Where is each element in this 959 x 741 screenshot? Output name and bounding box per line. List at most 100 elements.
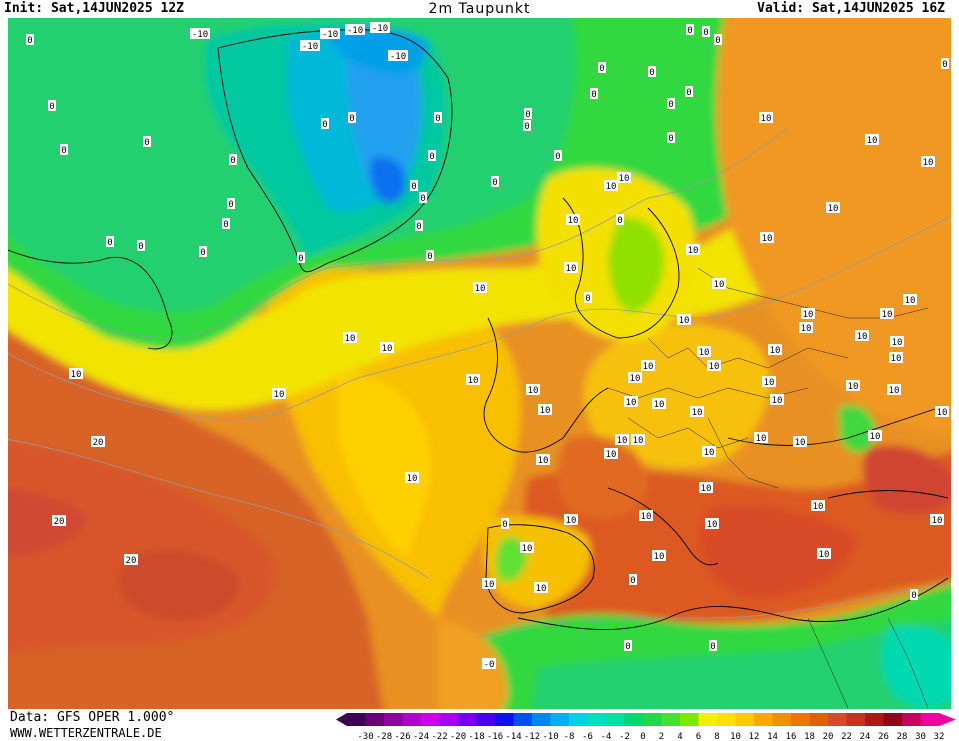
contour-label-bg	[604, 180, 618, 191]
contour-label: 10	[468, 376, 479, 386]
contour-label: -10	[372, 24, 388, 34]
contour-label-bg	[526, 384, 540, 395]
contour-label: 10	[536, 584, 547, 594]
legend-tick-label: 6	[696, 732, 701, 741]
legend-tick-label: 24	[860, 732, 871, 741]
contour-label: 0	[502, 520, 507, 530]
legend-swatch	[717, 713, 736, 726]
contour-label-bg	[709, 640, 717, 651]
contour-label: 0	[322, 120, 327, 130]
contour-label: 0	[649, 68, 654, 78]
contour-label-bg	[759, 112, 773, 123]
legend-swatch	[772, 713, 792, 726]
contour-label: 10	[803, 310, 814, 320]
contour-label-bg	[686, 24, 694, 35]
contour-label-bg	[865, 134, 879, 145]
contour-label-bg	[628, 372, 642, 383]
legend-swatch	[754, 713, 773, 726]
legend-tick-label: -26	[394, 732, 410, 741]
contour-label-bg	[801, 308, 815, 319]
contour-label: 10	[756, 434, 767, 444]
legend-tick-label: 2	[659, 732, 664, 741]
contour-label-bg	[272, 388, 286, 399]
legend-arrow-right	[939, 713, 956, 726]
contour-label-bg	[564, 262, 578, 273]
legend-tick-label: -2	[619, 732, 630, 741]
contour-label: 10	[857, 332, 868, 342]
contour-label-bg	[826, 202, 840, 213]
contour-label-bg	[473, 282, 487, 293]
contour-label-bg	[60, 144, 68, 155]
contour-label-bg	[405, 472, 419, 483]
contour-label-bg	[388, 50, 408, 61]
contour-label-bg	[124, 554, 138, 565]
legend-tick-label: -6	[582, 732, 593, 741]
contour-label: -10	[347, 26, 363, 36]
contour-label-bg	[617, 172, 631, 183]
contour-label: 10	[709, 362, 720, 372]
contour-label-bg	[667, 98, 675, 109]
contour-label: 10	[679, 316, 690, 326]
contour-label: 0	[298, 254, 303, 264]
contour-label: 10	[606, 450, 617, 460]
contour-label-bg	[343, 332, 357, 343]
contour-label-bg	[889, 352, 903, 363]
contour-label-bg	[930, 514, 944, 525]
legend-swatch	[698, 713, 718, 726]
data-source: Data: GFS OPER 1.000°	[10, 710, 175, 725]
contour-label: 10	[626, 398, 637, 408]
legend-tick-label: -10	[542, 732, 558, 741]
contour-label: 0	[703, 28, 708, 38]
legend-tick-label: 32	[934, 732, 945, 741]
contour-label: 10	[345, 334, 356, 344]
contour-label: 0	[223, 220, 228, 230]
contour-label-bg	[434, 112, 442, 123]
legend-tick-label: 20	[823, 732, 834, 741]
contour-label-bg	[712, 278, 726, 289]
legend-swatch	[643, 713, 662, 726]
contour-label-bg	[321, 118, 329, 129]
contour-label: 10	[528, 386, 539, 396]
contour-label: 20	[126, 556, 137, 566]
contour-label: 0	[687, 26, 692, 36]
contour-label-bg	[520, 542, 534, 553]
contour-label: 0	[942, 60, 947, 70]
contour-label-bg	[566, 214, 580, 225]
contour-label: 0	[416, 222, 421, 232]
legend-tick-label: 28	[897, 732, 908, 741]
contour-label-bg	[564, 514, 578, 525]
contour-label: 10	[891, 354, 902, 364]
contour-label-bg	[648, 66, 656, 77]
contour-label: 10	[566, 264, 577, 274]
contour-label-bg	[91, 436, 105, 447]
contour-label-bg	[702, 446, 716, 457]
contour-label-bg	[890, 336, 904, 347]
contour-label: 10	[772, 396, 783, 406]
contour-label-bg	[624, 640, 632, 651]
contour-label: 10	[654, 552, 665, 562]
contour-label-bg	[534, 582, 548, 593]
contour-label: 10	[701, 484, 712, 494]
contour-label: 0	[525, 110, 530, 120]
contour-label: 10	[870, 432, 881, 442]
contour-label: 10	[848, 382, 859, 392]
legend-tick-label: 14	[767, 732, 778, 741]
contour-label-bg	[868, 430, 882, 441]
contour-label: 10	[762, 234, 773, 244]
legend-tick-label: -24	[413, 732, 429, 741]
legend-swatch	[606, 713, 625, 726]
contour-label-bg	[501, 518, 509, 529]
contour-label: 10	[382, 344, 393, 354]
legend-swatch	[421, 713, 440, 726]
legend-tick-label: -16	[487, 732, 503, 741]
contour-label-bg	[754, 432, 768, 443]
contour-label: 0	[686, 88, 691, 98]
contour-label-bg	[811, 500, 825, 511]
legend-tick-label: -14	[505, 732, 521, 741]
contour-label: 10	[889, 386, 900, 396]
contour-label-bg	[855, 330, 869, 341]
legend-tick-label: -22	[431, 732, 447, 741]
contour-label-bg	[52, 515, 66, 526]
contour-label: 0	[668, 100, 673, 110]
